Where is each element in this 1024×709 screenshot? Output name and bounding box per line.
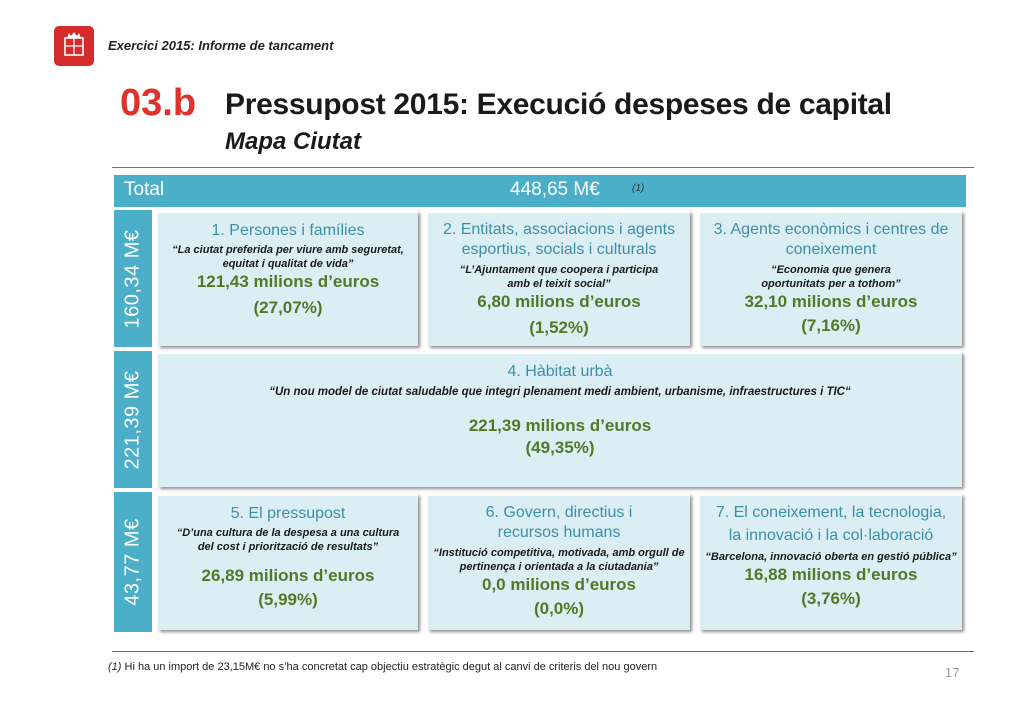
page-subtitle: Mapa Ciutat bbox=[225, 128, 362, 155]
total-bar: Total 448,65 M€ (1) bbox=[114, 175, 966, 207]
card-quote-line: del cost i priorització de resultats” bbox=[197, 541, 379, 553]
card-amount: 26,89 milions d’euros bbox=[201, 566, 375, 585]
card-heading: coneixement bbox=[785, 241, 877, 258]
group-label-1: 160,34 M€ bbox=[114, 210, 152, 347]
section-number: 03.b bbox=[120, 82, 197, 124]
card-percent: (49,35%) bbox=[525, 438, 595, 457]
card-amount: 121,43 milions d’euros bbox=[196, 272, 380, 291]
card-agents-economics: 3. Agents econòmics i centres de coneixe… bbox=[700, 211, 962, 346]
total-value: 448,65 M€ bbox=[510, 179, 600, 200]
total-label: Total bbox=[124, 179, 165, 200]
card-heading: 6. Govern, directius i bbox=[485, 504, 633, 521]
card-amount: 6,80 milions d’euros bbox=[477, 292, 641, 311]
card-quote-line: oportunitats per a tothom” bbox=[761, 278, 901, 290]
footnote-text: Hi ha un import de 23,15M€ no s’ha concr… bbox=[124, 661, 658, 673]
card-heading: recursos humans bbox=[497, 524, 621, 541]
card-quote-line: “Barcelona, innovació oberta en gestió p… bbox=[705, 551, 957, 563]
card-percent: (5,99%) bbox=[258, 590, 318, 609]
group-value: 221,39 M€ bbox=[121, 369, 144, 470]
card-quote-line: pertinença i orientada a la ciutadania” bbox=[459, 561, 659, 573]
card-heading: 2. Entitats, associacions i agents bbox=[442, 221, 676, 238]
card-persones-families: 1. Persones i famílies “La ciutat prefer… bbox=[158, 211, 418, 346]
card-percent: (0,0%) bbox=[533, 599, 585, 618]
group-label-2: 221,39 M€ bbox=[114, 351, 152, 488]
card-habitat-urba: 4. Hàbitat urbà “Un nou model de ciutat … bbox=[158, 352, 962, 487]
card-govern: 6. Govern, directius i recursos humans “… bbox=[428, 494, 690, 630]
card-quote-line: “Un nou model de ciutat saludable que in… bbox=[269, 386, 851, 398]
card-heading: 4. Hàbitat urbà bbox=[507, 363, 613, 380]
card-heading: 3. Agents econòmics i centres de bbox=[713, 221, 949, 238]
card-heading: la innovació i la col·laboració bbox=[728, 527, 934, 544]
footnote: (1) Hi ha un import de 23,15M€ no s’ha c… bbox=[108, 661, 657, 673]
report-label: Exercici 2015: Informe de tancament bbox=[108, 38, 334, 53]
card-quote-line: “Institució competitiva, motivada, amb o… bbox=[433, 547, 685, 559]
top-divider bbox=[112, 167, 974, 168]
card-coneixement: 7. El coneixement, la tecnologia, la inn… bbox=[700, 494, 962, 630]
footnote-ref: (1) bbox=[108, 661, 122, 673]
group-label-3: 43,77 M€ bbox=[114, 492, 152, 632]
card-pressupost: 5. El pressupost “D’una cultura de la de… bbox=[158, 494, 418, 630]
card-percent: (7,16%) bbox=[801, 316, 861, 335]
card-amount: 221,39 milions d’euros bbox=[468, 416, 652, 435]
card-entitats: 2. Entitats, associacions i agents espor… bbox=[428, 211, 690, 346]
page-title: Pressupost 2015: Execució despeses de ca… bbox=[225, 88, 892, 121]
card-quote-line: “Economia que genera bbox=[771, 264, 891, 276]
card-percent: (1,52%) bbox=[529, 318, 589, 337]
card-heading: 1. Persones i famílies bbox=[211, 222, 365, 239]
card-amount: 16,88 milions d’euros bbox=[744, 565, 918, 584]
barcelona-logo bbox=[54, 26, 94, 66]
card-percent: (3,76%) bbox=[801, 589, 861, 608]
card-quote-line: “L’Ajuntament que coopera i participa bbox=[459, 264, 659, 276]
bottom-divider bbox=[112, 651, 974, 652]
card-quote-line: amb el teixit social” bbox=[507, 278, 611, 290]
card-quote-line: equitat i qualitat de vida” bbox=[222, 258, 354, 270]
group-value: 43,77 M€ bbox=[121, 518, 144, 606]
total-note-ref: (1) bbox=[632, 183, 645, 194]
card-quote-line: “D’una cultura de la despesa a una cultu… bbox=[176, 527, 400, 539]
group-value: 160,34 M€ bbox=[121, 228, 144, 329]
card-amount: 0,0 milions d’euros bbox=[482, 575, 636, 594]
card-heading: 7. El coneixement, la tecnologia, bbox=[715, 504, 947, 521]
card-heading: esportius, socials i culturals bbox=[461, 241, 657, 258]
card-heading: 5. El pressupost bbox=[230, 505, 346, 522]
card-amount: 32,10 milions d’euros bbox=[744, 292, 918, 311]
card-percent: (27,07%) bbox=[253, 298, 323, 317]
page-number: 17 bbox=[945, 665, 960, 680]
card-quote-line: “La ciutat preferida per viure amb segur… bbox=[172, 244, 404, 256]
